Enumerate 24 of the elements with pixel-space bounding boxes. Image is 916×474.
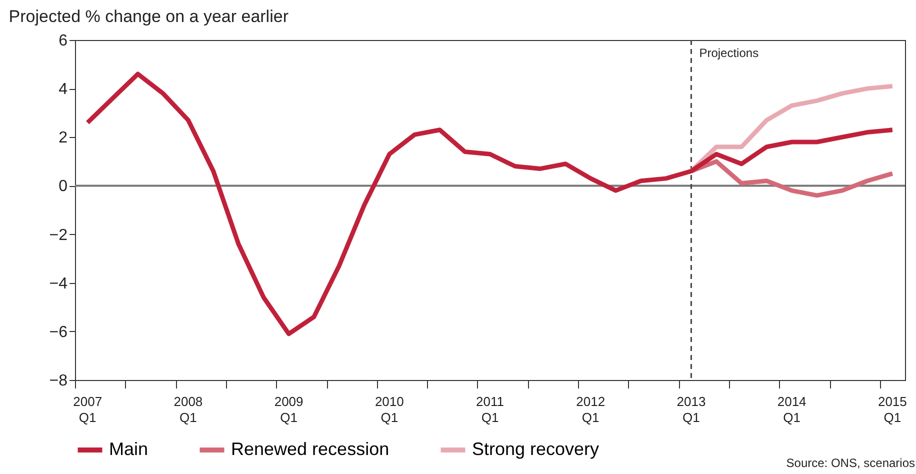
y-tick-label: −8 (49, 372, 68, 390)
x-tick-label: 2009 Q1 (274, 394, 304, 425)
y-tick-label: 0 (58, 178, 68, 196)
x-tick-label: 2011 Q1 (476, 394, 504, 425)
legend-label: Main (109, 439, 148, 459)
x-tick-label: 2013 Q1 (676, 394, 706, 425)
legend-label: Renewed recession (231, 439, 390, 459)
x-tick-label: 2007 Q1 (73, 394, 102, 425)
x-tick-label: 2015 Q1 (878, 394, 907, 425)
chart-title: Projected % change on a year earlier (8, 7, 289, 26)
x-tick-label: 2012 Q1 (576, 394, 606, 425)
line-series (85, 72, 895, 336)
x-tick-label: 2010 Q1 (374, 394, 404, 425)
y-tick-label: −6 (49, 324, 68, 341)
x-tick-label: 2008 Q1 (174, 394, 203, 425)
source-note: Source: ONS, scenarios (786, 456, 915, 470)
x-tick-label: 2014 Q1 (777, 394, 806, 425)
y-tick-label: −2 (49, 226, 68, 244)
y-tick-label: 2 (58, 130, 68, 147)
y-tick-label: 4 (58, 81, 68, 98)
ref-line-label: Projections (699, 46, 759, 60)
y-tick-label: 6 (58, 32, 68, 50)
legend-label: Strong recovery (472, 439, 600, 459)
y-tick-label: −4 (49, 275, 68, 292)
